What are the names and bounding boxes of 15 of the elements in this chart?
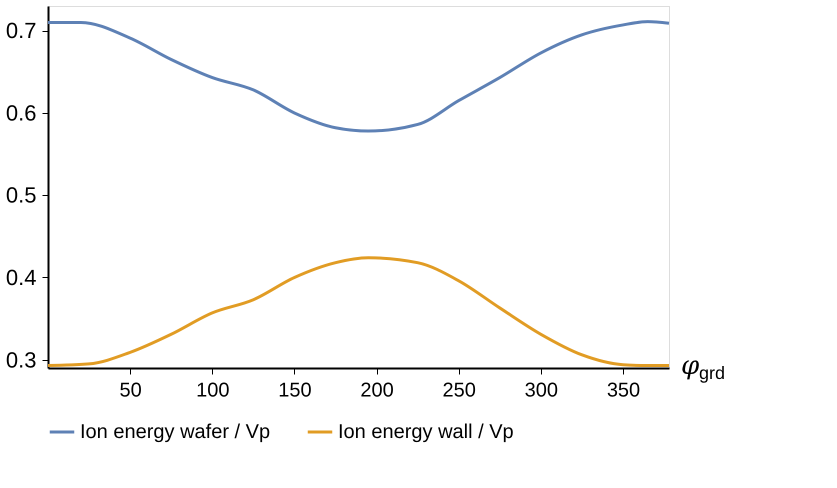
y-tick-label: 0.4 bbox=[6, 265, 36, 290]
legend-label: Ion energy wall / Vp bbox=[338, 421, 514, 443]
x-tick-label: 350 bbox=[606, 380, 640, 402]
x-tick-label: 200 bbox=[360, 380, 394, 402]
y-tick-label: 0.3 bbox=[6, 347, 36, 372]
line-series bbox=[46, 20, 670, 133]
x-tick-label: 100 bbox=[196, 380, 230, 402]
x-tick-label: 150 bbox=[278, 380, 312, 402]
x-tick-label: 50 bbox=[120, 380, 142, 402]
legend-label: Ion energy wafer / Vp bbox=[80, 421, 270, 443]
y-tick-label: 0.5 bbox=[6, 182, 36, 208]
x-tick-label: 300 bbox=[524, 380, 558, 402]
y-tick-label: 0.6 bbox=[6, 100, 36, 126]
y-tick-label: 0.7 bbox=[6, 18, 36, 44]
x-tick-label: 250 bbox=[442, 380, 476, 402]
